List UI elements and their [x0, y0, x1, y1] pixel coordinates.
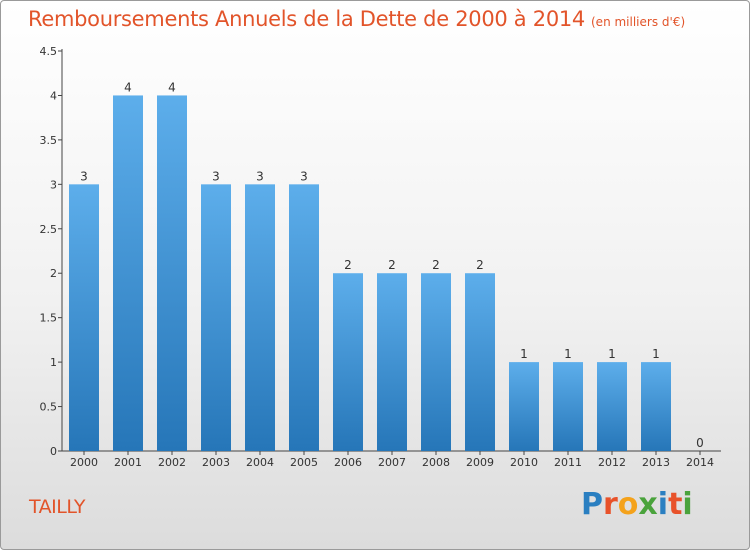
unit-note: (en milliers d'€): [591, 15, 686, 29]
x-tick-label: 2007: [378, 456, 406, 469]
x-tick-label: 2003: [202, 456, 230, 469]
bar: [509, 362, 539, 451]
y-tick-label: 1.5: [40, 312, 58, 325]
x-tick-label: 2001: [114, 456, 142, 469]
bar: [157, 95, 187, 451]
y-tick-label: 4.5: [40, 45, 58, 58]
value-label: 2: [388, 258, 396, 272]
x-tick-label: 2009: [466, 456, 494, 469]
x-tick-label: 2013: [642, 456, 670, 469]
x-tick-label: 2004: [246, 456, 274, 469]
bar: [597, 362, 627, 451]
x-tick-label: 2000: [70, 456, 98, 469]
value-label: 3: [256, 169, 264, 183]
value-label: 1: [652, 347, 660, 361]
bars: [69, 95, 671, 452]
y-tick-label: 0: [50, 445, 57, 458]
bar: [245, 184, 275, 452]
logo-letter: P: [581, 487, 603, 522]
value-label: 1: [520, 347, 528, 361]
bar: [553, 362, 583, 451]
y-tick-label: 1: [50, 356, 57, 369]
value-label: 4: [168, 80, 176, 94]
logo-letter: i: [657, 487, 669, 522]
y-tick-label: 3.5: [40, 134, 58, 147]
logo-letter: i: [682, 487, 693, 522]
bar: [113, 95, 143, 451]
y-tick-label: 4: [50, 89, 57, 102]
bar: [465, 273, 495, 451]
x-tick-label: 2006: [334, 456, 362, 469]
bar: [201, 184, 231, 452]
value-label: 2: [432, 258, 440, 272]
logo-letter: r: [603, 487, 618, 522]
chart-title-text: Remboursements Annuels de la Dette de 20…: [28, 7, 585, 31]
bar: [289, 184, 319, 452]
x-tick-label: 2008: [422, 456, 450, 469]
y-tick-label: 2: [50, 267, 57, 280]
bar: [333, 273, 363, 451]
x-tick-label: 2011: [554, 456, 582, 469]
value-label: 2: [476, 258, 484, 272]
bar: [641, 362, 671, 451]
x-tick-label: 2012: [598, 456, 626, 469]
bar: [377, 273, 407, 451]
labels: 2000 3 2001 4 2002 4 2003 3 2004 3 2005 3 2006 2 2007 2…: [70, 80, 714, 469]
x-tick-label: 2002: [158, 456, 186, 469]
town-name: TAILLY: [29, 496, 86, 518]
bar: [69, 184, 99, 452]
logo-letter: x: [638, 487, 658, 522]
y-tick-label: 0.5: [40, 401, 58, 414]
logo-letter: t: [668, 487, 683, 522]
y-tick-label: 3: [50, 178, 57, 191]
bar: [421, 273, 451, 451]
y-tick-label: 2.5: [40, 223, 58, 236]
value-label: 1: [564, 347, 572, 361]
x-tick-label: 2005: [290, 456, 318, 469]
value-label: 0: [696, 436, 704, 450]
value-label: 1: [608, 347, 616, 361]
x-tick-label: 2014: [686, 456, 714, 469]
value-label: 4: [124, 80, 132, 94]
proxiti-logo: Proxiti: [581, 487, 693, 522]
logo-letter: o: [617, 487, 639, 522]
value-label: 3: [300, 169, 308, 183]
value-label: 3: [212, 169, 220, 183]
value-label: 3: [80, 169, 88, 183]
x-tick-label: 2010: [510, 456, 538, 469]
value-label: 2: [344, 258, 352, 272]
chart-title: Remboursements Annuels de la Dette de 20…: [28, 7, 685, 31]
